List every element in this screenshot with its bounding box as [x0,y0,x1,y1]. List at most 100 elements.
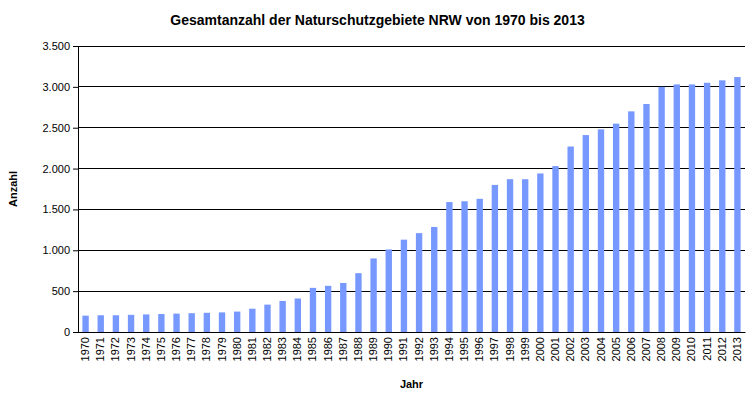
bar [355,273,361,332]
x-tick-label: 1975 [155,337,167,361]
x-tick: 1975 [155,332,167,361]
bar [370,258,376,332]
x-tick-label: 2010 [685,337,697,361]
x-tick-label: 1993 [428,337,440,361]
x-tick: 1998 [504,332,516,361]
bar [446,202,452,332]
bar [689,84,695,332]
y-tick-label: 500 [52,285,70,297]
y-tick-label: 2.000 [42,163,70,175]
y-tick: 3.000 [42,81,78,93]
y-tick-label: 3.000 [42,81,70,93]
bar [507,179,513,332]
x-tick: 1984 [291,332,303,361]
bar [492,185,498,332]
grid-line [78,46,745,47]
bar [189,313,195,332]
x-tick: 1983 [276,332,288,361]
bar [128,315,134,332]
y-tick-label: 3.500 [42,40,70,52]
x-tick-label: 1988 [352,337,364,361]
y-tick-mark [73,87,78,88]
bar [643,104,649,332]
x-tick: 1979 [216,332,228,361]
y-tick-mark [73,209,78,210]
bar [628,111,634,332]
x-tick: 2011 [701,332,713,361]
bar [477,199,483,332]
plot: 05001.0001.5002.0002.5003.0003.500197019… [42,40,745,361]
x-tick-label: 1999 [519,337,531,361]
x-tick: 1982 [261,332,273,361]
bar [340,283,346,332]
x-tick-label: 2009 [670,337,682,361]
x-tick-label: 2006 [625,337,637,361]
x-tick-label: 1974 [140,337,152,361]
x-tick-label: 1997 [488,337,500,361]
x-tick: 1977 [185,332,197,361]
y-tick-mark [73,128,78,129]
x-tick: 1995 [458,332,470,361]
x-tick-label: 2003 [579,337,591,361]
bar [98,315,104,332]
x-tick-label: 2005 [610,337,622,361]
y-axis-title: Anzahl [7,171,19,207]
bar [82,316,88,332]
x-tick-label: 2007 [640,337,652,361]
x-tick-label: 1981 [246,337,258,361]
x-tick: 1978 [200,332,212,361]
y-tick: 2.000 [42,163,78,175]
x-tick: 1985 [306,332,318,361]
x-tick: 2006 [625,332,637,361]
y-tick-label: 1.500 [42,203,70,215]
bar [461,201,467,332]
bar [325,286,331,332]
title: Gesamtanzahl der Naturschutzgebiete NRW … [170,12,585,28]
x-tick-label: 2004 [595,337,607,361]
bar [522,179,528,332]
x-tick: 1972 [109,332,121,361]
x-tick-label: 2011 [701,337,713,361]
bars [82,77,740,332]
bar [264,305,270,332]
bar [431,227,437,332]
x-tick-label: 1984 [291,337,303,361]
x-tick: 1993 [428,332,440,361]
x-tick-label: 1996 [473,337,485,361]
x-tick: 1974 [140,332,152,361]
x-tick: 1986 [322,332,334,361]
bar [613,124,619,332]
bar [401,240,407,332]
bar [386,249,392,332]
bar [113,315,119,332]
x-tick-label: 1979 [216,337,228,361]
x-tick: 2010 [685,332,697,361]
y-tick-label: 1.000 [42,244,70,256]
bar [416,233,422,332]
bar [295,298,301,332]
y-axis: 0 500 1.000 1.500 2.000 2.500 3.000 3.500 [42,40,78,338]
bar [674,84,680,332]
y-tick: 2.500 [42,122,78,134]
y-tick-label: 0 [64,326,70,338]
y-tick-mark [73,46,78,47]
x-tick-label: 1973 [125,337,137,361]
x-tick-label: 1994 [443,337,455,361]
x-axis-line [79,332,746,333]
bar [173,314,179,332]
bar [658,87,664,332]
bar [234,312,240,332]
y-tick: 1.000 [42,244,78,256]
x-tick: 1987 [337,332,349,361]
chart: 05001.0001.5002.0002.5003.0003.500197019… [0,0,755,409]
x-tick-label: 1991 [397,337,409,361]
bar [567,147,573,332]
x-tick-label: 1980 [231,337,243,361]
y-tick: 0 [64,326,78,338]
bar [158,314,164,332]
x-tick: 2004 [595,332,607,361]
bar [583,135,589,332]
x-tick: 2001 [549,332,561,361]
x-tick: 1994 [443,332,455,361]
x-tick-label: 1989 [367,337,379,361]
